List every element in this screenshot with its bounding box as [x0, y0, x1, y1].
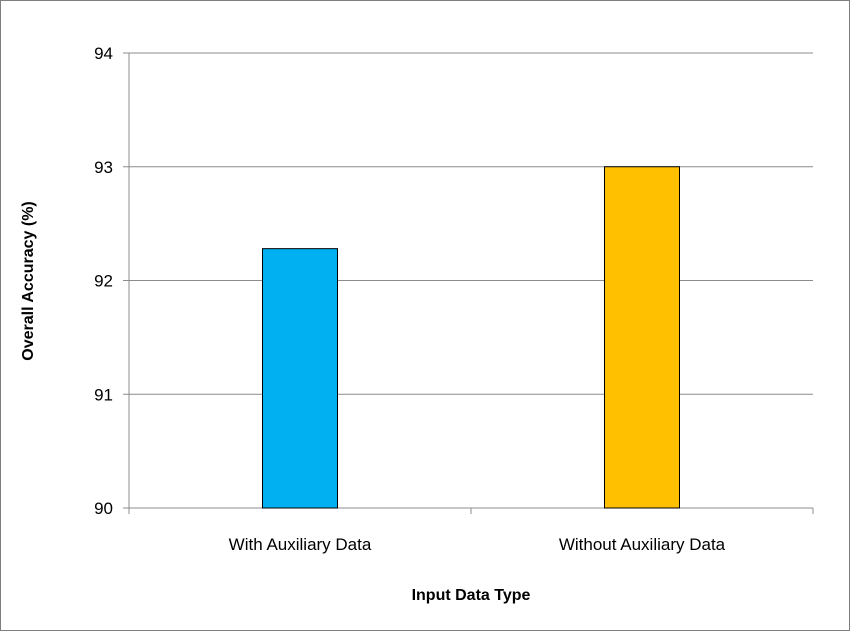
bar-2 — [604, 166, 680, 509]
bar-1 — [262, 248, 338, 509]
bars — [262, 166, 680, 509]
y-tick-label: 92 — [94, 272, 113, 291]
x-axis-title: Input Data Type — [412, 587, 531, 604]
y-tick-label: 94 — [94, 44, 113, 63]
axes — [123, 52, 814, 514]
x-tick-label: Without Auxiliary Data — [559, 535, 726, 554]
y-tick-label: 93 — [94, 158, 113, 177]
gridlines — [129, 52, 813, 395]
y-tick-label: 90 — [94, 499, 113, 518]
x-tick-label: With Auxiliary Data — [229, 535, 372, 554]
tick-labels: 90 91 92 93 94 With Auxiliary Data Without Aux… — [94, 44, 726, 554]
y-axis-title: Overall Accuracy (%) — [20, 201, 37, 360]
y-tick-label: 91 — [94, 385, 113, 404]
